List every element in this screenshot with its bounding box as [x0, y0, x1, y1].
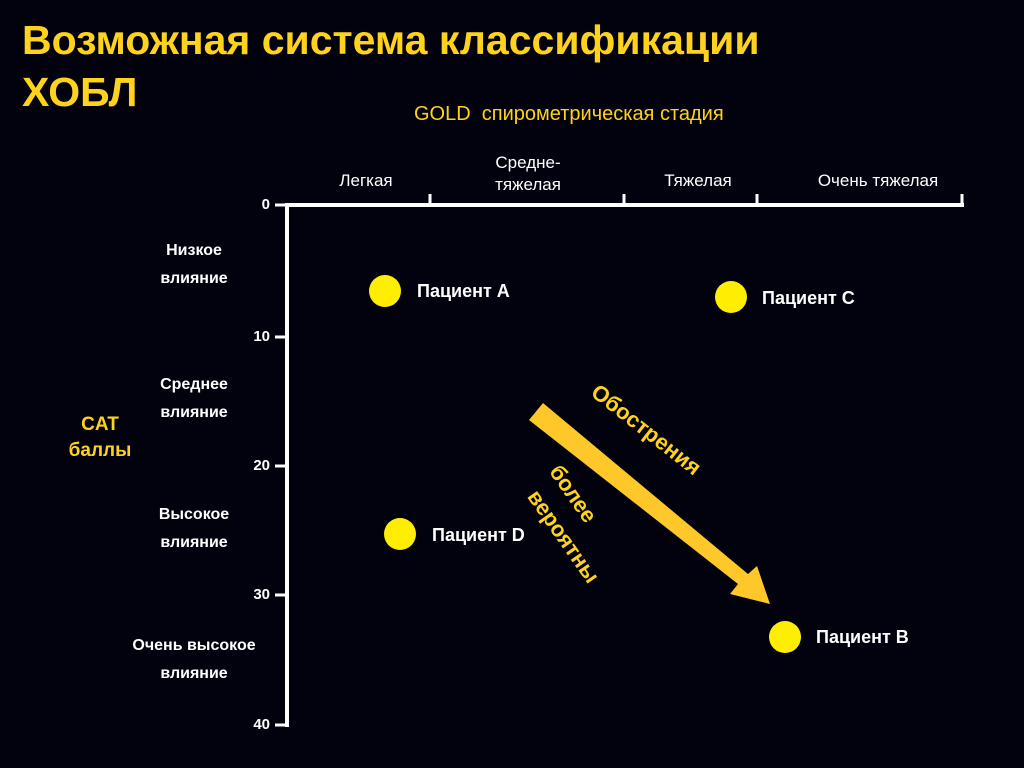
cat-score-axis-label: CAT баллы: [68, 414, 132, 461]
y-tick-label-10: 10: [253, 328, 270, 345]
title-line-1: Возможная система классификации: [22, 17, 760, 63]
severity-mild: Легкая: [339, 171, 393, 190]
severity-severe: Тяжелая: [664, 171, 732, 190]
exacerbation-arrow: [529, 403, 770, 604]
patient-a-dot: [369, 275, 401, 307]
impact-medium: Среднее влияние: [160, 376, 228, 421]
y-tick-label-0: 0: [261, 196, 270, 213]
patient-d-label: Пациент D: [432, 525, 525, 545]
patient-c-label: Пациент С: [762, 288, 855, 308]
patient-a-label: Пациент А: [417, 281, 510, 301]
gold-stage-header: GOLD спирометрическая стадия: [414, 103, 724, 125]
impact-low: Низкое влияние: [160, 242, 228, 287]
patient-b-dot: [769, 621, 801, 653]
y-tick-label-30: 30: [253, 586, 270, 603]
patient-c-dot: [715, 281, 747, 313]
slide-title: Возможная система классификации ХОБЛ: [22, 14, 760, 118]
title-line-2: ХОБЛ: [22, 69, 138, 115]
severity-very-severe: Очень тяжелая: [817, 171, 939, 190]
patient-b-label: Пациент В: [816, 627, 909, 647]
y-tick-label-20: 20: [253, 457, 270, 474]
impact-very-high: Очень высокое влияние: [132, 637, 256, 682]
patient-d-dot: [384, 518, 416, 550]
severity-moderate: Средне- тяжелая: [495, 153, 561, 194]
y-tick-label-40: 40: [253, 716, 270, 733]
impact-high: Высокое влияние: [158, 506, 230, 551]
